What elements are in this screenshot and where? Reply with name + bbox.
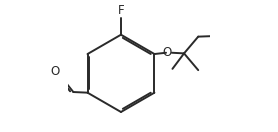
- Text: F: F: [118, 4, 124, 17]
- Text: O: O: [51, 65, 60, 78]
- Text: O: O: [163, 46, 172, 59]
